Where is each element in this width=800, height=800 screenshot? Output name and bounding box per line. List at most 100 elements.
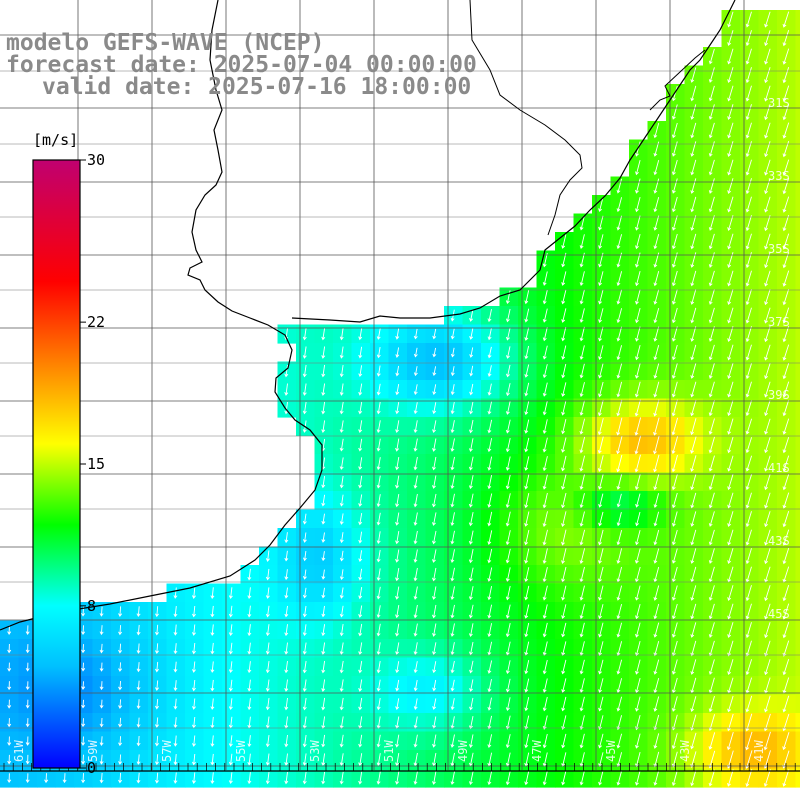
wind-cell [795,195,800,215]
wind-arrow [432,402,437,415]
wind-arrow [616,511,622,527]
wind-arrow [302,587,307,599]
colorbar-tick-label: 0 [87,759,97,777]
wind-arrow [561,289,567,305]
wind-arrow [487,660,493,674]
wind-arrow [727,215,734,232]
wind-arrow [745,603,752,620]
longitude-label: 43W [678,740,692,762]
wind-arrow [745,215,752,232]
wind-arrow [671,233,678,250]
wind-arrow [708,196,715,213]
wind-arrow [247,568,252,581]
wind-arrow [339,494,344,507]
wind-arrow [505,493,511,509]
longitude-label: 41W [752,740,766,762]
wind-arrow [745,437,753,454]
wind-arrow [542,456,548,472]
wind-arrow [653,640,660,657]
wind-arrow [690,529,697,546]
wind-arrow [690,696,697,713]
wind-arrow [395,771,400,785]
wind-cell [795,435,800,455]
wind-arrow [524,364,530,378]
wind-arrow [339,753,344,767]
wind-arrow [653,399,660,417]
wind-arrow [284,364,289,378]
wind-arrow [395,605,400,619]
wind-arrow [542,770,548,786]
wind-arrow [395,494,400,508]
wind-arrow [505,715,511,730]
wind-arrow [708,695,715,713]
wind-arrow [487,771,493,786]
wind-arrow [708,344,715,361]
wind-arrow [745,326,752,343]
wind-arrow [228,772,233,785]
wind-arrow [487,641,493,656]
wind-arrow [616,215,623,231]
wind-arrow [579,455,586,472]
wind-arrow [358,420,363,434]
wind-arrow [597,418,604,436]
wind-cell [795,491,800,511]
wind-arrow [321,771,326,785]
wind-cell [795,250,800,270]
wind-arrow [542,511,548,528]
wind-arrow [450,604,455,619]
wind-arrow [653,473,660,491]
wind-arrow [542,622,548,638]
wind-arrow [155,735,159,747]
wind-arrow [745,659,753,676]
wind-arrow [118,662,123,672]
wind-arrow [118,754,123,765]
wind-arrow [542,419,548,435]
wind-arrow [450,660,455,674]
wind-arrow [7,681,12,691]
wind-arrow [302,734,307,748]
wind-arrow [505,585,511,601]
wind-arrow [671,159,678,176]
border-line [469,0,583,236]
wind-arrow [561,770,567,786]
wind-arrow [690,326,697,342]
wind-arrow [745,455,753,472]
wind-arrow [690,455,697,472]
wind-arrow [764,603,771,620]
wind-arrow [727,67,734,84]
wind-arrow [764,474,771,491]
colorbar-tick-label: 22 [87,313,106,332]
wind-arrow [708,603,715,620]
wind-arrow [99,717,104,728]
wind-arrow [25,754,30,765]
wind-arrow [376,438,381,452]
wind-arrow [635,196,641,213]
wind-arrow [210,605,215,618]
wind-arrow [616,529,623,546]
wind-arrow [745,85,752,102]
wind-arrow [598,197,604,213]
wind-arrow [616,197,623,213]
wind-arrow [321,660,326,674]
wind-arrow [395,328,400,340]
wind-arrow [782,658,790,676]
wind-arrow [690,474,697,491]
wind-arrow [505,623,511,638]
wind-arrow [228,716,233,729]
wind-arrow [469,309,474,322]
wind-arrow [339,679,344,692]
wind-arrow [247,661,252,674]
wind-arrow [228,679,233,692]
wind-cell [795,676,800,696]
wind-arrow [708,474,715,491]
wind-arrow [764,511,771,528]
wind-arrow [247,605,252,618]
wind-arrow [764,529,771,546]
wind-arrow [708,511,715,527]
wind-arrow [579,696,585,712]
wind-arrow [764,289,771,306]
wind-arrow [524,345,530,360]
wind-arrow [726,731,734,751]
wind-arrow [616,474,623,490]
wind-arrow [339,771,344,785]
